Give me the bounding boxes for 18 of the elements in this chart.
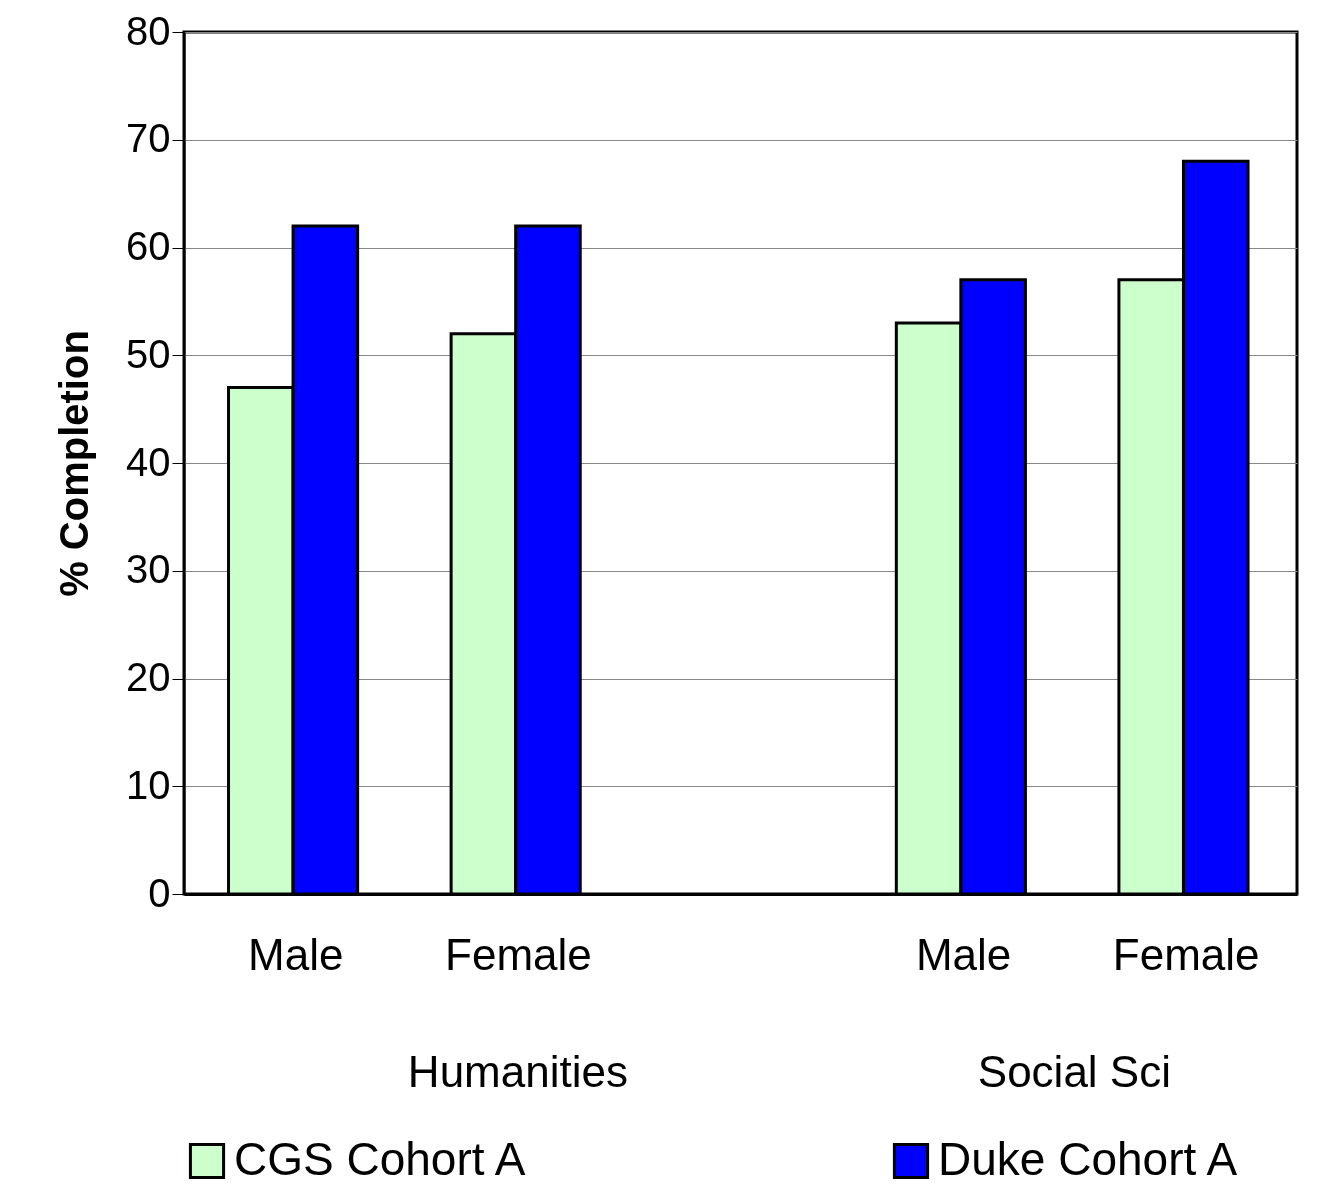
legend-label: CGS Cohort A xyxy=(234,1133,526,1185)
y-tick-label: 30 xyxy=(126,547,171,592)
y-axis-title: % Completion xyxy=(52,330,97,597)
x-tick-label: Female xyxy=(1112,929,1260,979)
x-tick-label: Female xyxy=(445,929,592,979)
x-tick-label: Male xyxy=(248,929,344,979)
y-tick-label: 70 xyxy=(126,116,171,161)
text: Humanities xyxy=(407,1047,628,1096)
y-tick-label: 0 xyxy=(148,870,171,915)
y-tick-label: 40 xyxy=(126,439,171,484)
y-tick-label: 80 xyxy=(126,8,171,53)
y-tick-label: 50 xyxy=(126,331,171,376)
y-tick-label: 20 xyxy=(126,655,171,699)
y-tick-label: 60 xyxy=(126,224,171,268)
x-tick-label: Male xyxy=(915,929,1012,979)
y-tick-label: 10 xyxy=(126,762,171,807)
text: Social Sci xyxy=(977,1047,1171,1096)
legend-label: Duke Cohort A xyxy=(938,1133,1238,1185)
